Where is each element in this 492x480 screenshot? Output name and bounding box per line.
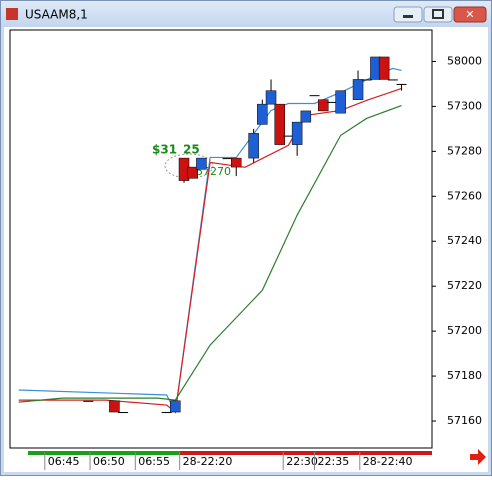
y-tick-label: 57300	[447, 99, 482, 112]
x-tick-label: 22:30	[286, 455, 318, 468]
candle-body	[196, 157, 207, 170]
scroll-arrow[interactable]	[470, 449, 486, 465]
ma-line	[18, 104, 402, 403]
candle-body	[118, 412, 129, 414]
candle-body	[283, 135, 294, 137]
x-tick-label: 06:50	[93, 455, 125, 468]
candle-body	[274, 103, 285, 145]
candle-body	[187, 166, 198, 179]
candle-body	[222, 158, 233, 160]
maximize-icon	[432, 9, 444, 19]
session-bar-green	[28, 451, 180, 455]
candle-body	[309, 95, 320, 97]
close-button[interactable]	[453, 6, 487, 23]
x-tick-label: 22:35	[318, 455, 350, 468]
ma-line	[18, 87, 402, 414]
x-tick-label: 28-22:20	[183, 455, 233, 468]
annotation: 25	[183, 143, 200, 157]
y-tick-label: 57160	[447, 414, 482, 427]
candle-body	[378, 56, 390, 80]
candle-body	[265, 90, 277, 105]
candle-body	[352, 79, 364, 100]
minimize-icon	[403, 15, 413, 18]
y-tick-label: 57180	[447, 369, 482, 382]
candle-body	[161, 412, 172, 414]
session-bar-red	[180, 451, 432, 455]
candle-body	[170, 400, 181, 413]
annotation: $31	[152, 143, 177, 157]
candle-body	[257, 103, 268, 125]
candle-body	[317, 99, 329, 112]
candle-body	[109, 400, 120, 413]
candle-body	[291, 121, 303, 145]
x-tick-label: 06:55	[138, 455, 170, 468]
y-tick-label: 57280	[447, 144, 482, 157]
y-tick-label: 57220	[447, 279, 482, 292]
y-tick-label: 57240	[447, 234, 482, 247]
x-tick-label: 06:45	[48, 455, 80, 468]
window-icon	[6, 8, 18, 20]
x-tick-label: 28-22:40	[363, 455, 413, 468]
candle-body	[248, 133, 259, 159]
candle-body	[326, 101, 337, 103]
candle-body	[335, 90, 346, 114]
maximize-button[interactable]	[423, 6, 453, 23]
candle-body	[83, 400, 94, 402]
minimize-button[interactable]	[393, 6, 423, 23]
candle-body	[361, 79, 372, 81]
candle-body	[300, 110, 312, 123]
window-title: USAAM8,1	[25, 8, 88, 22]
candle-body	[387, 79, 398, 81]
y-tick-label: 57200	[447, 324, 482, 337]
y-tick-label: 58000	[447, 54, 482, 67]
candle-body	[230, 157, 242, 168]
close-icon: ✕	[465, 8, 474, 21]
plot-frame	[9, 29, 433, 449]
y-tick-label: 57260	[447, 189, 482, 202]
candle-body	[396, 83, 407, 85]
